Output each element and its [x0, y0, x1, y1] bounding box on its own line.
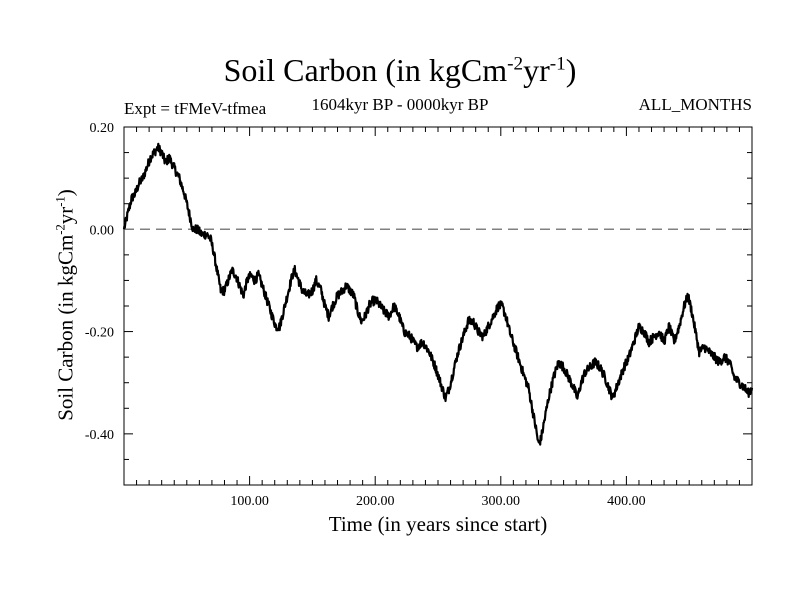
y-tick-label: -0.20: [85, 326, 114, 341]
soil-carbon-series-line: [122, 142, 754, 446]
y-tick-label: -0.40: [85, 428, 114, 443]
months-label: ALL_MONTHS: [638, 95, 752, 114]
plot-frame: [123, 126, 753, 486]
y-tick-label: 0.00: [90, 223, 115, 238]
x-tick-label: 400.00: [607, 494, 646, 509]
y-tick-label: 0.20: [90, 121, 115, 136]
chart-title: Soil Carbon (in kgCm-2yr-1): [223, 52, 577, 88]
axis-ticks: [124, 127, 752, 485]
x-axis-label: Time (in years since start): [328, 512, 548, 536]
x-tick-label: 300.00: [482, 494, 521, 509]
x-tick-label: 200.00: [356, 494, 395, 509]
experiment-label: Expt = tFMeV-tfmea: [124, 99, 267, 118]
period-label: 1604kyr BP - 0000kyr BP: [311, 95, 489, 114]
axis-tick-labels: 100.00 200.00 300.00 400.00 0.20 0.00 -0.20 -0.…: [85, 121, 646, 509]
x-tick-label: 100.00: [230, 494, 269, 509]
y-axis-label: Soil Carbon (in kgCm-2yr-1): [53, 189, 78, 421]
